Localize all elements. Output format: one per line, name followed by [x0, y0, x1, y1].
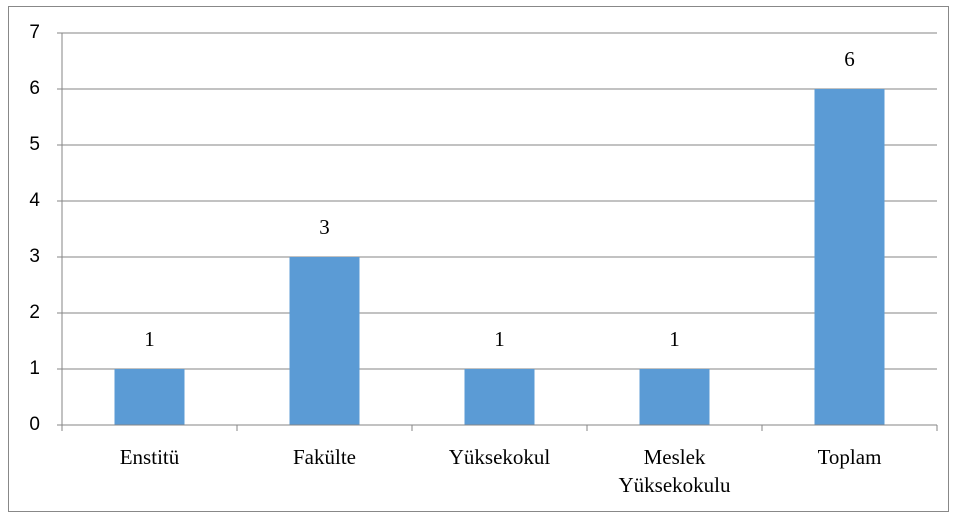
data-label: 1: [144, 327, 155, 351]
y-tick-label: 6: [29, 78, 40, 99]
data-label: 1: [669, 327, 680, 351]
data-label: 3: [319, 215, 330, 239]
bar: [464, 369, 535, 425]
chart-border: [8, 6, 949, 512]
x-tick-label: Yüksekokul: [449, 445, 551, 469]
data-label: 6: [844, 47, 855, 71]
y-tick-label: 3: [29, 246, 40, 267]
y-tick-label: 4: [29, 190, 40, 211]
x-tick-label: Toplam: [818, 445, 882, 469]
bar: [814, 89, 885, 425]
y-tick-label: 2: [29, 302, 40, 323]
bar: [289, 257, 360, 425]
bar: [639, 369, 710, 425]
x-tick-label-line: Yüksekokulu: [619, 473, 731, 497]
data-label: 1: [494, 327, 505, 351]
y-tick-label: 1: [29, 358, 40, 379]
x-tick-label-line: Meslek: [644, 445, 706, 469]
bar: [114, 369, 185, 425]
x-tick-label: Meslek Yüksekokulu: [619, 445, 731, 497]
y-tick-label: 7: [29, 22, 40, 43]
x-tick-label: Enstitü: [120, 445, 180, 469]
y-tick-label: 5: [29, 134, 40, 155]
x-tick-label: Fakülte: [293, 445, 356, 469]
y-tick-label: 0: [29, 414, 40, 435]
